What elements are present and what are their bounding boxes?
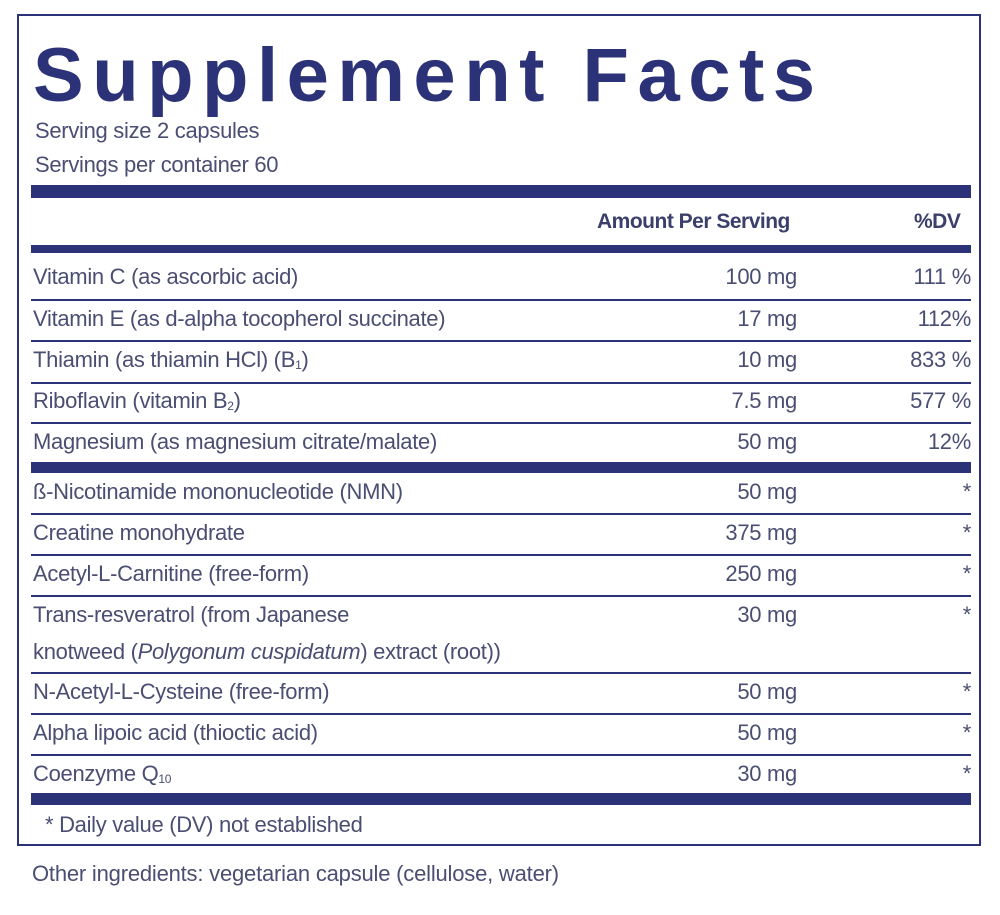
ingredient-name: N-Acetyl-L-Cysteine (free-form) <box>33 679 330 704</box>
ingredient-name-line1: Trans-resveratrol (from Japanese <box>33 602 350 627</box>
nutrient-amount: 7.5 mg <box>731 388 798 413</box>
ingredient-amount: 50 mg <box>737 679 797 704</box>
nutrient-dv: 577 % <box>910 388 971 413</box>
nutrient-dv: 111 % <box>913 264 971 289</box>
ingredient-dv: * <box>962 520 972 545</box>
nutrient-name: Vitamin C (as ascorbic acid) <box>33 264 299 289</box>
nutrient-dv: 12% <box>927 429 971 454</box>
nutrient-name: Riboflavin (vitamin B2) <box>33 388 241 414</box>
nutrient-name: Magnesium (as magnesium citrate/malate) <box>33 429 438 454</box>
header-divider <box>31 245 971 253</box>
nutrient-amount: 50 mg <box>737 429 797 454</box>
amount-per-serving-header: Amount Per Serving <box>597 210 790 233</box>
name-part: Riboflavin (vitamin B <box>33 388 228 413</box>
ingredient-amount: 375 mg <box>725 520 797 545</box>
name-part: ) <box>301 347 309 372</box>
name-part: ) extract (root)) <box>360 639 501 664</box>
ingredient-dv: * <box>962 761 972 786</box>
name-subscript: 1 <box>295 358 302 372</box>
ingredient-name: Coenzyme Q10 <box>33 761 171 787</box>
ingredient-name-line2: knotweed (Polygonum cuspidatum) extract … <box>33 639 501 665</box>
nutrient-name: Thiamin (as thiamin HCl) (B1) <box>33 347 309 373</box>
ingredient-name: ß-Nicotinamide mononucleotide (NMN) <box>33 479 403 504</box>
supplement-facts-panel: Supplement Facts Serving size 2 capsules… <box>17 14 981 846</box>
serving-size-label: Serving size <box>35 118 152 143</box>
nutrient-amount: 100 mg <box>725 264 797 289</box>
dv-header: %DV <box>914 210 961 233</box>
ingredient-name: Creatine monohydrate <box>33 520 245 545</box>
ingredient-name: Acetyl-L-Carnitine (free-form) <box>33 561 309 586</box>
ingredient-dv: * <box>962 720 972 745</box>
thick-divider-middle <box>31 462 971 473</box>
servings-per-container: Servings per container 60 <box>35 152 279 178</box>
thick-divider-top <box>31 185 971 198</box>
other-ingredients: Other ingredients: vegetarian capsule (c… <box>32 861 559 886</box>
name-subscript: 10 <box>158 772 172 786</box>
ingredient-name: Alpha lipoic acid (thioctic acid) <box>33 720 318 745</box>
row-divider <box>31 713 971 715</box>
ingredient-amount: 30 mg <box>737 761 797 786</box>
row-divider <box>31 422 971 424</box>
ingredient-amount: 50 mg <box>737 479 797 504</box>
serving-size: Serving size 2 capsules <box>35 118 260 144</box>
ingredient-amount: 250 mg <box>725 561 797 586</box>
name-part: Coenzyme Q <box>33 761 159 786</box>
row-divider <box>31 299 971 301</box>
name-part: Thiamin (as thiamin HCl) (B <box>33 347 296 372</box>
nutrient-amount: 17 mg <box>737 306 797 331</box>
ingredient-amount: 50 mg <box>737 720 797 745</box>
ingredient-dv: * <box>962 679 972 704</box>
nutrient-dv: 112% <box>917 306 972 331</box>
name-part: ) <box>233 388 241 413</box>
servings-per-container-label: Servings per container <box>35 152 249 177</box>
row-divider <box>31 340 971 342</box>
nutrient-name: Vitamin E (as d-alpha tocopherol succina… <box>33 306 446 331</box>
ingredient-dv: * <box>962 561 972 586</box>
servings-per-container-value: 60 <box>254 152 279 177</box>
nutrient-dv: 833 % <box>910 347 971 372</box>
row-divider <box>31 754 971 756</box>
nutrient-amount: 10 mg <box>737 347 797 372</box>
ingredient-amount: 30 mg <box>737 602 797 627</box>
panel-title: Supplement Facts <box>33 33 824 118</box>
serving-size-value: 2 capsules <box>157 118 260 143</box>
thick-divider-bottom <box>31 793 971 805</box>
name-part: knotweed ( <box>33 639 138 664</box>
row-divider <box>31 672 971 674</box>
ingredient-dv: * <box>962 602 972 627</box>
dv-footnote: * Daily value (DV) not established <box>45 812 363 837</box>
row-divider <box>31 595 971 597</box>
ingredient-dv: * <box>962 479 972 504</box>
row-divider <box>31 513 971 515</box>
row-divider <box>31 554 971 556</box>
latin-name: Polygonum cuspidatum <box>137 639 361 664</box>
name-subscript: 2 <box>227 399 234 413</box>
row-divider <box>31 382 971 384</box>
